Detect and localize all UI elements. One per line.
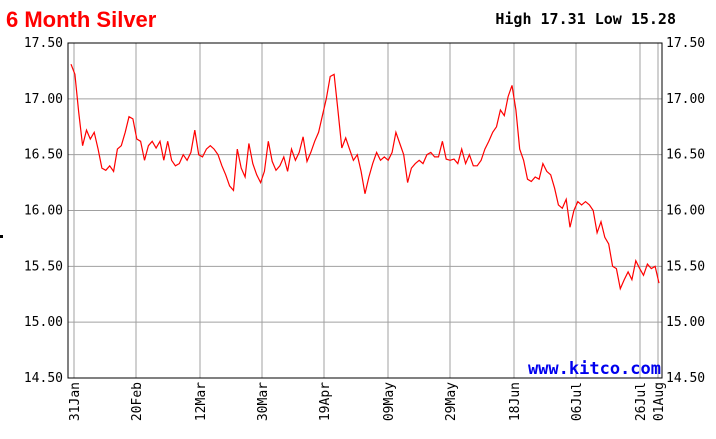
y-tick-label-left: 15.50 bbox=[24, 259, 63, 274]
chart-title: 6 Month Silver bbox=[6, 7, 157, 32]
y-tick-label-right: 16.50 bbox=[666, 148, 705, 163]
y-tick-label-left: 17.00 bbox=[24, 92, 63, 107]
y-tick-label-right: 15.00 bbox=[666, 315, 705, 330]
x-tick-label: 12Mar bbox=[194, 382, 209, 421]
y-tick-label-right: 15.50 bbox=[666, 259, 705, 274]
y-tick-label-left: 15.00 bbox=[24, 315, 63, 330]
kitco-watermark: www.kitco.com bbox=[528, 359, 661, 379]
y-tick-label-right: 17.00 bbox=[666, 92, 705, 107]
x-axis: 31Jan 20Feb 12Mar 30Mar 19Apr 09May 29May 18Jun… bbox=[68, 382, 667, 421]
x-tick-label: 19Apr bbox=[318, 382, 333, 421]
high-low-readout: High 17.31 Low 15.28 bbox=[495, 10, 676, 28]
x-tick-label: 31Jan bbox=[68, 382, 83, 421]
y-tick-label-left: 14.50 bbox=[24, 371, 63, 386]
x-tick-label: 06Jul bbox=[570, 382, 585, 421]
x-tick-label: 29May bbox=[444, 382, 459, 421]
x-tick-label: 20Feb bbox=[130, 382, 145, 421]
y-axis-left: 17.50 17.00 16.50 16.00 15.50 15.00 14.50 bbox=[24, 36, 63, 386]
x-tick-label: 30Mar bbox=[256, 382, 271, 421]
y-axis-right: 17.50 17.00 16.50 16.00 15.50 15.00 14.50 bbox=[666, 36, 705, 386]
y-tick-label-right: 16.00 bbox=[666, 204, 705, 219]
y-tick-label-right: 17.50 bbox=[666, 36, 705, 51]
x-tick-label: 18Jun bbox=[508, 382, 523, 421]
x-tick-label: 26Jul bbox=[634, 382, 649, 421]
left-edge-marker bbox=[0, 235, 3, 238]
y-tick-label-right: 14.50 bbox=[666, 371, 705, 386]
x-tick-label: 09May bbox=[382, 382, 397, 421]
y-tick-label-left: 17.50 bbox=[24, 36, 63, 51]
plot-frame bbox=[67, 42, 663, 379]
x-tick-label: 01Aug bbox=[652, 382, 667, 421]
y-tick-label-left: 16.50 bbox=[24, 148, 63, 163]
grid-layer bbox=[68, 42, 662, 379]
price-line bbox=[70, 63, 660, 291]
y-tick-label-left: 16.00 bbox=[24, 204, 63, 219]
